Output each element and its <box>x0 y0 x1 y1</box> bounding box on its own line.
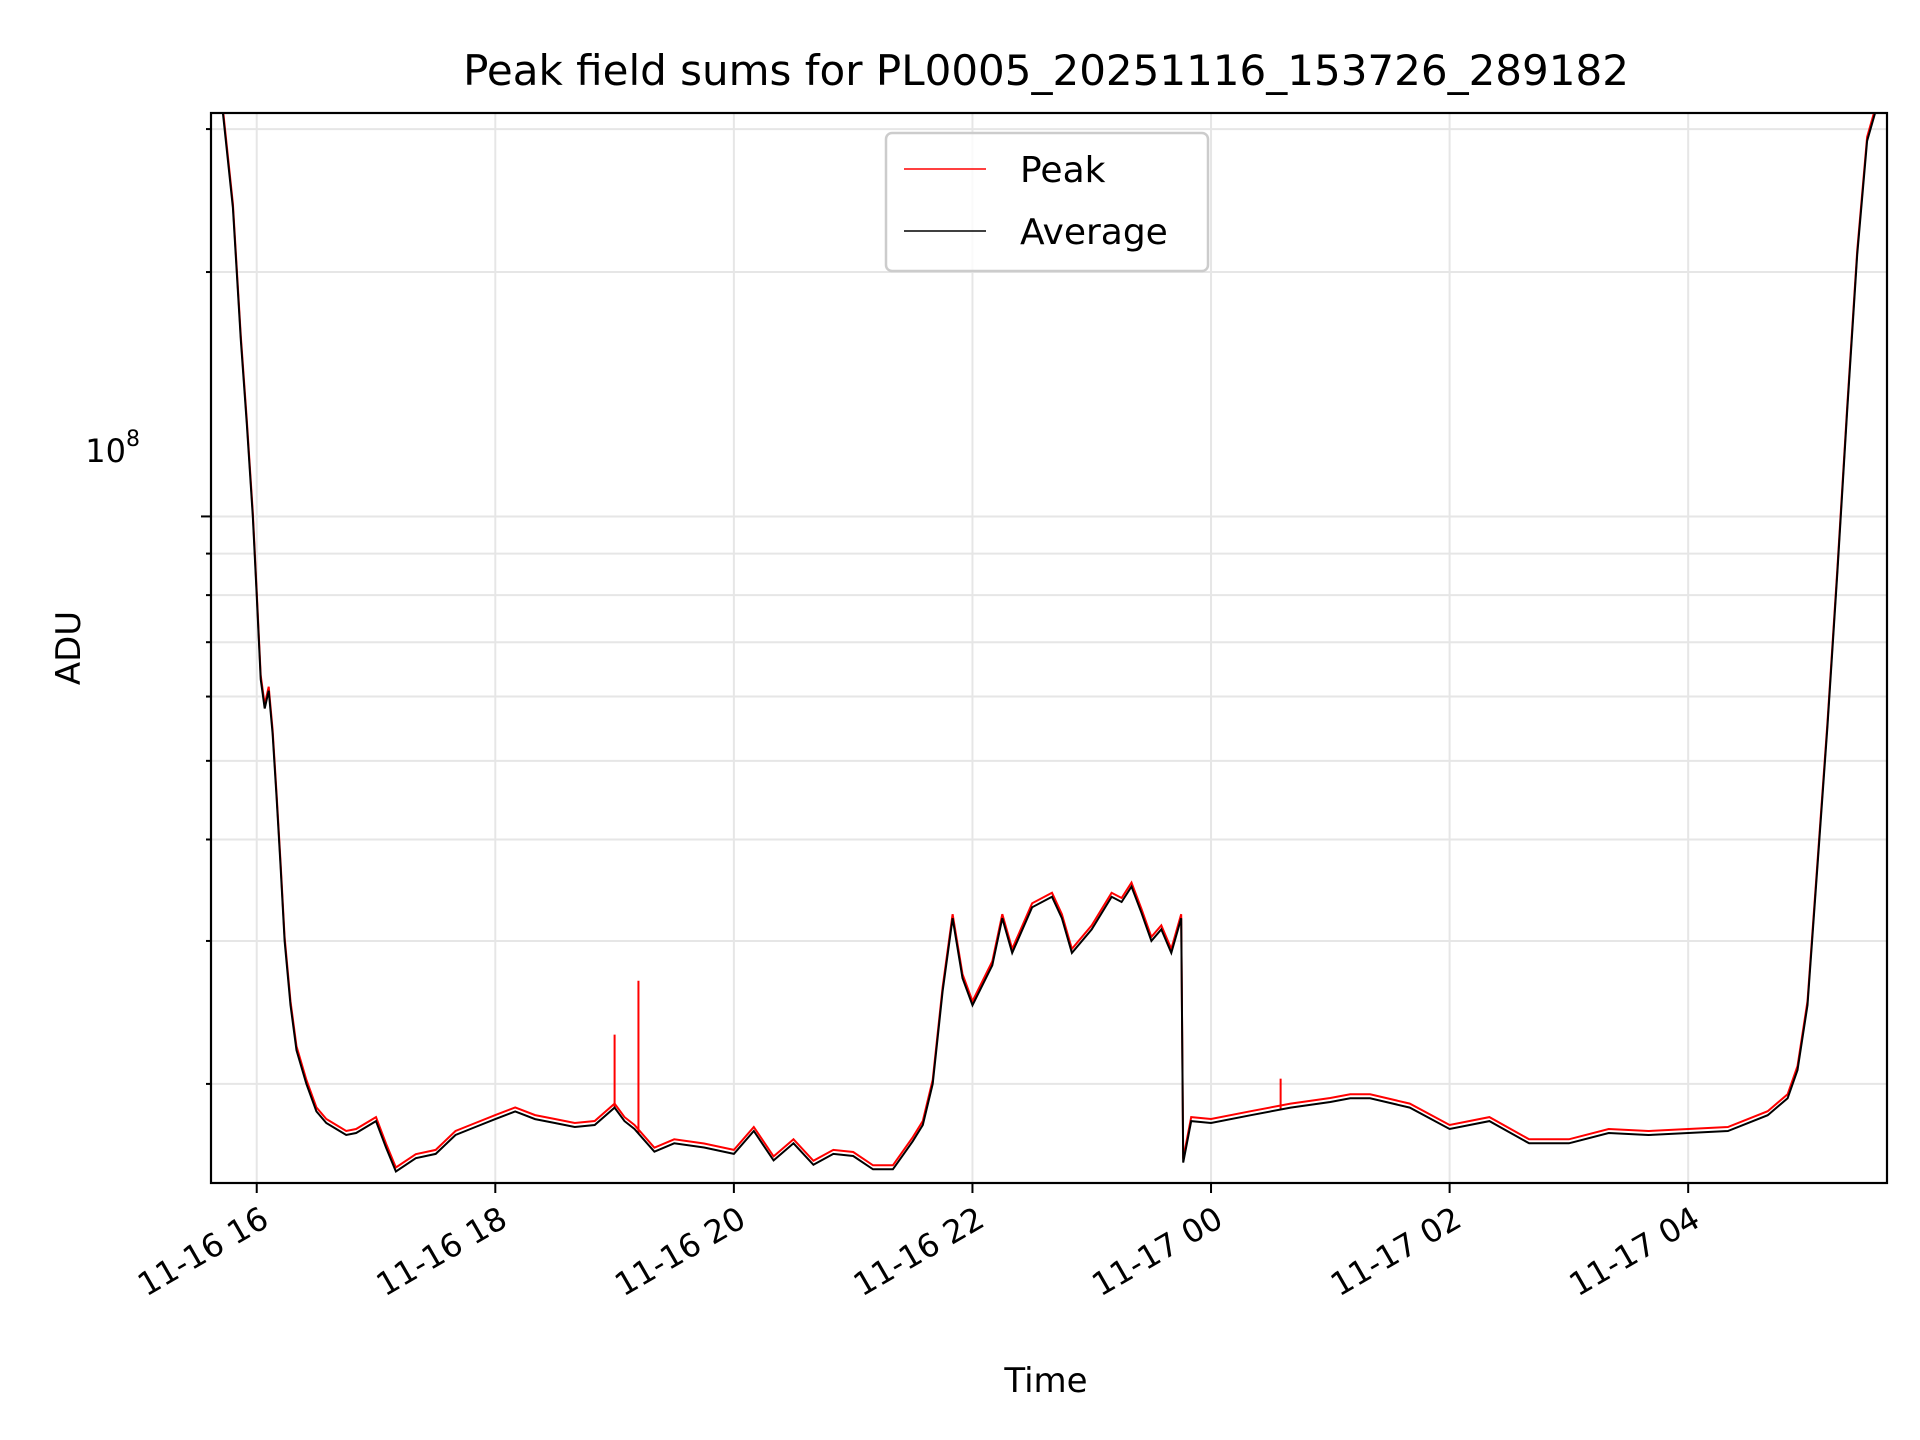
series-line-average <box>221 113 1877 1174</box>
plot-frame <box>209 111 1889 1185</box>
y-tick-label: 108 <box>85 427 140 470</box>
x-tick-label: 11-17 04 <box>1563 1199 1707 1304</box>
x-tick-label: 11-16 16 <box>131 1199 275 1304</box>
x-tick-label: 11-16 22 <box>847 1199 991 1304</box>
chart-title: Peak field sums for PL0005_20251116_1537… <box>463 46 1629 95</box>
x-axis-ticks: 11-16 16 11-16 18 11-16 20 11-16 22 11-17 00… <box>131 1183 1706 1304</box>
y-axis-label: ADU <box>49 611 89 685</box>
y-axis-ticks <box>201 128 211 1085</box>
x-tick-label: 11-17 00 <box>1085 1199 1229 1304</box>
series-layer <box>221 113 1877 1174</box>
x-tick-label: 11-16 20 <box>608 1199 752 1304</box>
x-tick-label: 11-17 02 <box>1324 1199 1468 1304</box>
x-tick-label: 11-16 18 <box>370 1199 514 1304</box>
legend-label-average: Average <box>1020 212 1168 253</box>
series-group <box>221 113 1877 1174</box>
x-axis-label: Time <box>1003 1361 1087 1401</box>
grid <box>211 113 1887 1183</box>
legend-label-peak: Peak <box>1020 150 1106 191</box>
y-tick-exponent: 8 <box>126 427 140 452</box>
legend-box <box>884 131 1210 273</box>
legend: Peak Average <box>884 131 1210 273</box>
y-tick-base: 10 <box>85 432 126 470</box>
series-line-peak <box>222 113 1875 1170</box>
